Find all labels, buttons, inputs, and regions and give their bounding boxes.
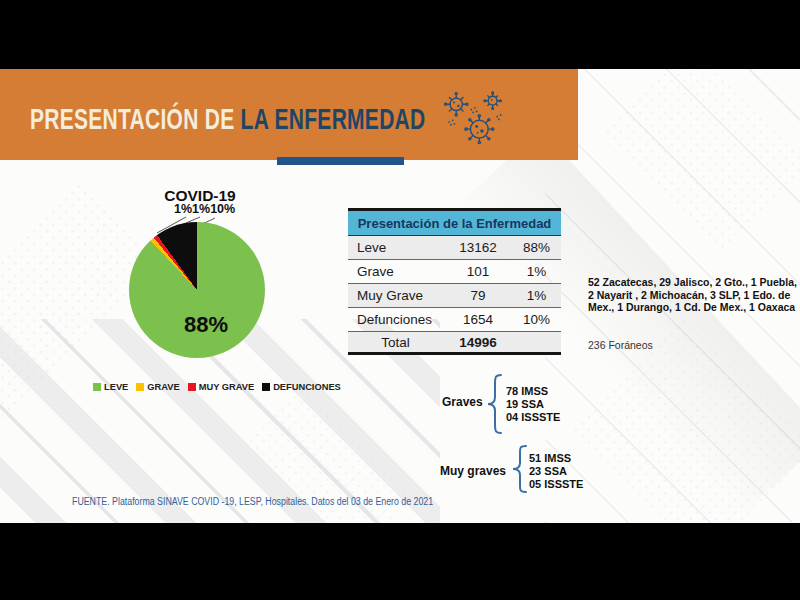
table-row: Defunciones165410% [348, 308, 561, 332]
source-footer: FUENTE. Plataforma SINAVE COVID -19, LES… [72, 496, 433, 507]
table-header-row: Presentación de la Enfermedad [348, 210, 561, 236]
graves-label: Graves [442, 395, 483, 409]
legend-label-grave: GRAVE [147, 382, 179, 392]
legend-item-grave: GRAVE [136, 382, 179, 392]
title-part-dark: LA ENFERMEDAD [241, 102, 426, 135]
title-part-light: PRESENTACIÓN DE [30, 102, 241, 135]
legend-swatch-leve [93, 383, 101, 391]
muy-graves-item: 51 IMSS [529, 452, 583, 465]
table-row: Grave1011% [348, 260, 561, 284]
summary-table: Presentación de la Enfermedad Leve131628… [348, 208, 561, 355]
graves-item: 19 SSA [506, 398, 560, 411]
muy-graves-item: 05 ISSSTE [529, 478, 583, 491]
muy-graves-label: Muy graves [440, 464, 506, 478]
pie-main-label: 88% [170, 312, 242, 338]
graves-items: 78 IMSS 19 SSA 04 ISSSTE [506, 385, 560, 424]
deco-dots-top-right [599, 69, 800, 255]
muy-graves-items: 51 IMSS 23 SSA 05 ISSSTE [529, 452, 583, 491]
table-row: Leve1316288% [348, 236, 561, 260]
legend-item-muy-grave: MUY GRAVE [188, 382, 254, 392]
table-row: Muy Grave791% [348, 284, 561, 308]
legend-item-leve: LEVE [93, 382, 128, 392]
legend-swatch-muy-grave [188, 383, 196, 391]
muy-graves-brace [511, 444, 529, 494]
virus-icons [442, 90, 506, 147]
graves-item: 04 ISSSTE [506, 411, 560, 424]
chart-legend: LEVE GRAVE MUY GRAVE DEFUNCIONES [93, 382, 341, 392]
graves-item: 78 IMSS [506, 385, 560, 398]
letterbox-top [0, 0, 800, 69]
legend-swatch-defunciones [262, 383, 270, 391]
graves-brace [486, 373, 504, 435]
letterbox-bottom [0, 523, 800, 600]
legend-label-defunciones: DEFUNCIONES [273, 382, 341, 392]
legend-label-muy-grave: MUY GRAVE [199, 382, 254, 392]
states-note: 52 Zacatecas, 29 Jalisco, 2 Gto., 1 Pueb… [588, 276, 800, 314]
header-accent-bar [277, 157, 404, 165]
legend-label-leve: LEVE [104, 382, 128, 392]
muy-graves-item: 23 SSA [529, 465, 583, 478]
legend-swatch-grave [136, 383, 144, 391]
table-total-row: Total14996 [348, 332, 561, 354]
foraneos-note: 236 Foráneos [588, 339, 653, 351]
page-title: PRESENTACIÓN DE LA ENFERMEDAD [30, 73, 425, 164]
table-title: Presentación de la Enfermedad [348, 210, 561, 236]
legend-item-defunciones: DEFUNCIONES [262, 382, 341, 392]
